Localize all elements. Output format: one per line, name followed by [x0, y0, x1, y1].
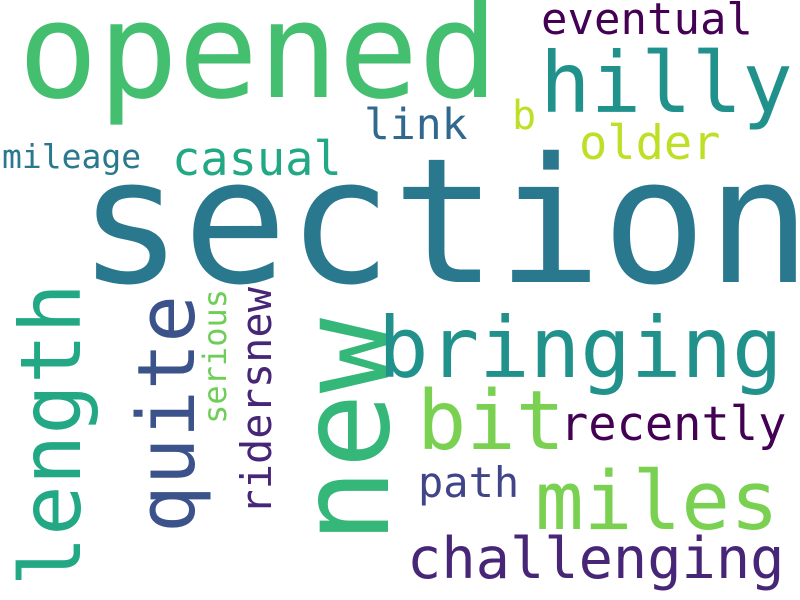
word-challenging: challenging — [407, 526, 785, 592]
word-serious: serious — [196, 289, 234, 424]
word-casual: casual — [172, 132, 342, 187]
word-miles: miles — [535, 455, 779, 549]
word-bringing: bringing — [378, 299, 783, 397]
word-length: length — [2, 283, 100, 587]
word-path: path — [418, 458, 520, 507]
word-bit: bit — [417, 374, 566, 469]
word-opened: opened — [18, 0, 499, 129]
word-hilly: hilly — [540, 34, 793, 132]
word-section: section — [78, 121, 800, 324]
word-older: older — [579, 116, 721, 171]
word-ridersnew: ridersnew — [232, 287, 281, 515]
word-eventual: eventual — [541, 0, 753, 45]
word-mileage: mileage — [2, 137, 142, 176]
word-link: link — [364, 100, 468, 150]
word-recently: recently — [560, 397, 787, 452]
word-b: b — [512, 93, 537, 139]
